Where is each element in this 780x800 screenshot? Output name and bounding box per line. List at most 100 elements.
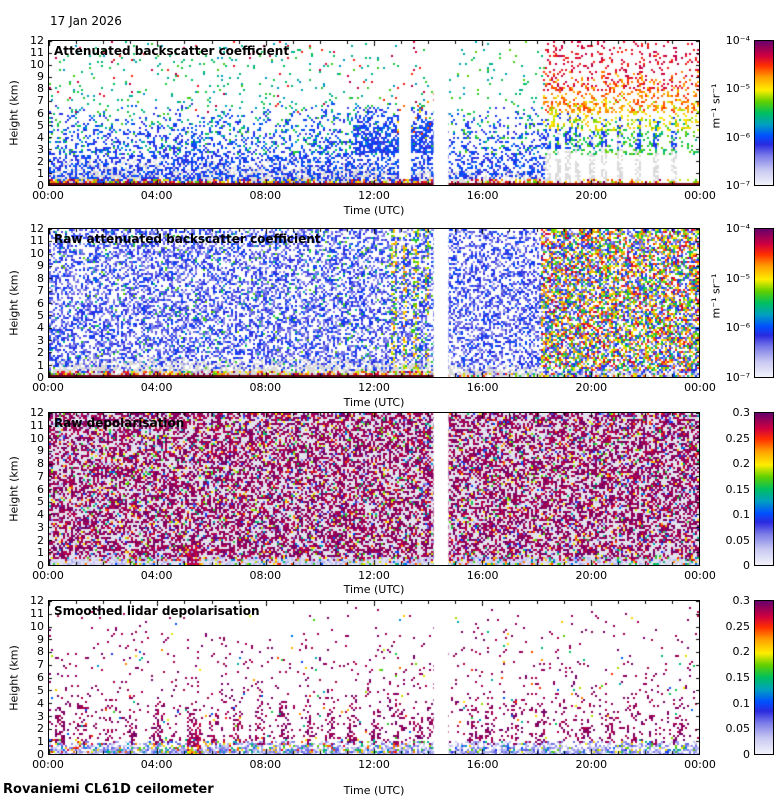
panel-title: Smoothed lidar depolarisation (54, 604, 260, 618)
y-tick-label: 9 (37, 444, 44, 458)
x-tick-label: 12:00 (358, 189, 390, 202)
y-tick-label: 8 (37, 457, 44, 470)
y-tick-label: 5 (37, 495, 44, 509)
y-tick-label: 4 (37, 696, 44, 710)
colorbar-tick-label: 0.1 (732, 508, 751, 521)
y-tick-label: 1 (37, 546, 44, 560)
y-tick-label: 2 (37, 154, 44, 168)
colorbar-raw-depolarisation (754, 412, 774, 566)
x-tick-label: 08:00 (249, 569, 282, 582)
y-tick-label: 12 (30, 594, 44, 607)
x-axis-label: Time (UTC) (343, 784, 405, 797)
panel-title: Attenuated backscatter coefficient (54, 44, 290, 58)
y-tick-label: 6 (37, 482, 44, 496)
colorbar-tick-label: 10⁻⁷ (725, 371, 750, 384)
x-tick-label: 00:00 (32, 569, 64, 582)
y-tick-label: 10 (30, 619, 44, 633)
y-tick-label: 8 (37, 645, 44, 659)
colorbar-tick-label: 0.05 (725, 722, 751, 736)
colorbar-tick-label: 0.25 (725, 619, 751, 633)
y-tick-label: 6 (37, 296, 44, 310)
y-tick-label: 1 (37, 358, 44, 372)
y-tick-label: 4 (37, 130, 44, 144)
y-tick-label: 2 (37, 722, 44, 736)
y-tick-label: 0 (37, 748, 44, 761)
x-tick-label: 08:00 (249, 381, 282, 394)
x-tick-label: 16:00 (466, 189, 499, 202)
x-tick-label: 08:00 (249, 189, 282, 202)
y-tick-label: 11 (30, 46, 44, 60)
y-tick-label: 12 (30, 222, 44, 235)
colorbar-gradient (755, 229, 773, 377)
panel-title: Raw attenuated backscatter coefficient (54, 232, 321, 246)
y-tick-label: 6 (37, 106, 44, 120)
x-axis-label: Time (UTC) (343, 583, 405, 596)
date-label: 17 Jan 2026 (50, 14, 122, 28)
colorbar-tick-label: 10⁻⁵ (725, 271, 750, 285)
x-tick-label: 04:00 (140, 569, 173, 582)
panel-raw-depolarisation: Raw depolarisation (48, 412, 700, 566)
x-tick-label: 00:00 (684, 189, 716, 202)
y-tick-label: 11 (30, 234, 44, 248)
y-tick-label: 3 (37, 142, 44, 156)
y-tick-label: 11 (30, 606, 44, 620)
y-tick-label: 8 (37, 82, 44, 96)
x-tick-label: 12:00 (358, 381, 390, 394)
x-tick-label: 00:00 (684, 381, 716, 394)
smoothed-lidar-depolarisation-heatmap-canvas (49, 601, 699, 754)
y-tick-label: 5 (37, 308, 44, 322)
raw-attenuated-backscatter-heatmap-canvas (49, 229, 699, 377)
panel-attenuated-backscatter: Attenuated backscatter coefficient (48, 40, 700, 186)
x-tick-label: 08:00 (249, 758, 282, 771)
y-tick-label: 2 (37, 346, 44, 360)
y-tick-label: 9 (37, 632, 44, 646)
x-tick-label: 00:00 (32, 381, 64, 394)
x-tick-label: 04:00 (140, 381, 173, 394)
station-label: Rovaniemi CL61D ceilometer (3, 782, 214, 797)
y-tick-label: 10 (30, 58, 44, 72)
colorbar-tick-label: 0.2 (732, 457, 751, 470)
y-axis-label: Height (km) (7, 456, 21, 522)
y-tick-label: 9 (37, 259, 44, 273)
y-tick-label: 1 (37, 735, 44, 749)
y-tick-label: 12 (30, 406, 44, 419)
x-tick-label: 00:00 (684, 758, 716, 771)
colorbar-raw-attenuated-backscatter (754, 228, 774, 378)
colorbar-tick-label: 0 (743, 748, 750, 761)
panel-title: Raw depolarisation (54, 416, 185, 430)
colorbar-tick-label: 10⁻⁶ (725, 130, 750, 144)
x-tick-label: 00:00 (684, 569, 716, 582)
x-tick-label: 20:00 (575, 381, 608, 394)
y-axis-label: Height (km) (7, 80, 21, 146)
y-tick-label: 2 (37, 533, 44, 547)
raw-depolarisation-heatmap-canvas (49, 413, 699, 565)
colorbar-tick-label: 0 (743, 559, 750, 572)
y-tick-label: 10 (30, 246, 44, 260)
x-tick-label: 04:00 (140, 189, 173, 202)
colorbar-gradient (755, 413, 773, 565)
x-tick-label: 20:00 (575, 758, 608, 771)
y-tick-label: 10 (30, 431, 44, 445)
colorbar-tick-label: 0.3 (732, 406, 751, 419)
y-tick-label: 0 (37, 179, 44, 192)
y-tick-label: 0 (37, 559, 44, 572)
y-tick-label: 3 (37, 520, 44, 534)
colorbar-tick-label: 10⁻⁵ (725, 82, 750, 96)
y-tick-label: 11 (30, 418, 44, 432)
y-tick-label: 4 (37, 321, 44, 335)
attenuated-backscatter-heatmap-canvas (49, 41, 699, 185)
colorbar-unit-label: m⁻¹ sr⁻¹ (709, 273, 723, 318)
x-tick-label: 12:00 (358, 569, 390, 582)
colorbar-tick-label: 10⁻⁴ (725, 222, 750, 235)
x-tick-label: 16:00 (466, 381, 499, 394)
y-tick-label: 7 (37, 469, 44, 483)
y-tick-label: 3 (37, 333, 44, 347)
y-tick-label: 5 (37, 683, 44, 697)
x-axis-label: Time (UTC) (343, 204, 405, 217)
x-tick-label: 20:00 (575, 189, 608, 202)
x-tick-label: 20:00 (575, 569, 608, 582)
x-tick-label: 12:00 (358, 758, 390, 771)
y-tick-label: 12 (30, 34, 44, 47)
colorbar-tick-label: 0.3 (732, 594, 751, 607)
